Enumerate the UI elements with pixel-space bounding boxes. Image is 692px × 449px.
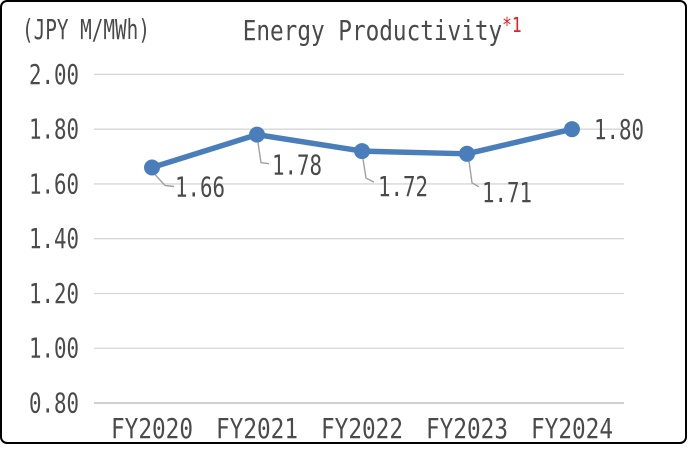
data-point-label: 1.66	[175, 171, 225, 204]
chart-title-main: Energy Productivity	[242, 14, 502, 47]
x-tick-label: FY2020	[111, 412, 193, 444]
y-tick-label: 0.80	[29, 387, 79, 420]
data-point-label: 1.78	[272, 149, 322, 182]
y-tick-label: 1.00	[29, 332, 79, 365]
x-tick-label: FY2024	[531, 412, 613, 444]
data-point-marker	[354, 143, 370, 160]
y-tick-label: 1.80	[29, 113, 79, 146]
leader-line	[257, 142, 270, 165]
y-tick-label: 1.40	[29, 222, 79, 255]
leader-line	[154, 174, 175, 188]
leader-line	[468, 160, 480, 188]
y-tick-label: 1.20	[29, 277, 79, 310]
y-tick-label: 2.00	[29, 58, 79, 91]
y-tick-label: 1.60	[29, 167, 79, 200]
leader-line	[362, 158, 375, 183]
data-point-label: 1.80	[594, 113, 644, 146]
data-point-label: 1.71	[482, 176, 532, 209]
x-tick-label: FY2022	[321, 412, 403, 444]
chart-title-text: Energy Productivity*1	[242, 13, 522, 47]
y-axis-unit-label: (JPY M/MWh)	[22, 16, 207, 44]
x-tick-label: FY2021	[216, 412, 298, 444]
line-chart-svg: 2.00 1.80 1.60 1.40 1.20 1.00 0.80 FY2020 FY2021…	[29, 58, 644, 444]
data-point-marker	[564, 121, 580, 138]
title-footnote-marker: *1	[501, 13, 522, 37]
y-axis-unit-text: (JPY M/MWh)	[22, 13, 150, 46]
data-point-label: 1.72	[378, 170, 428, 203]
x-tick-label: FY2023	[426, 412, 508, 444]
chart-title: Energy Productivity*1	[36, 13, 685, 47]
data-point-marker	[459, 145, 475, 162]
data-point-marker	[249, 126, 265, 143]
data-point-marker	[144, 159, 160, 176]
